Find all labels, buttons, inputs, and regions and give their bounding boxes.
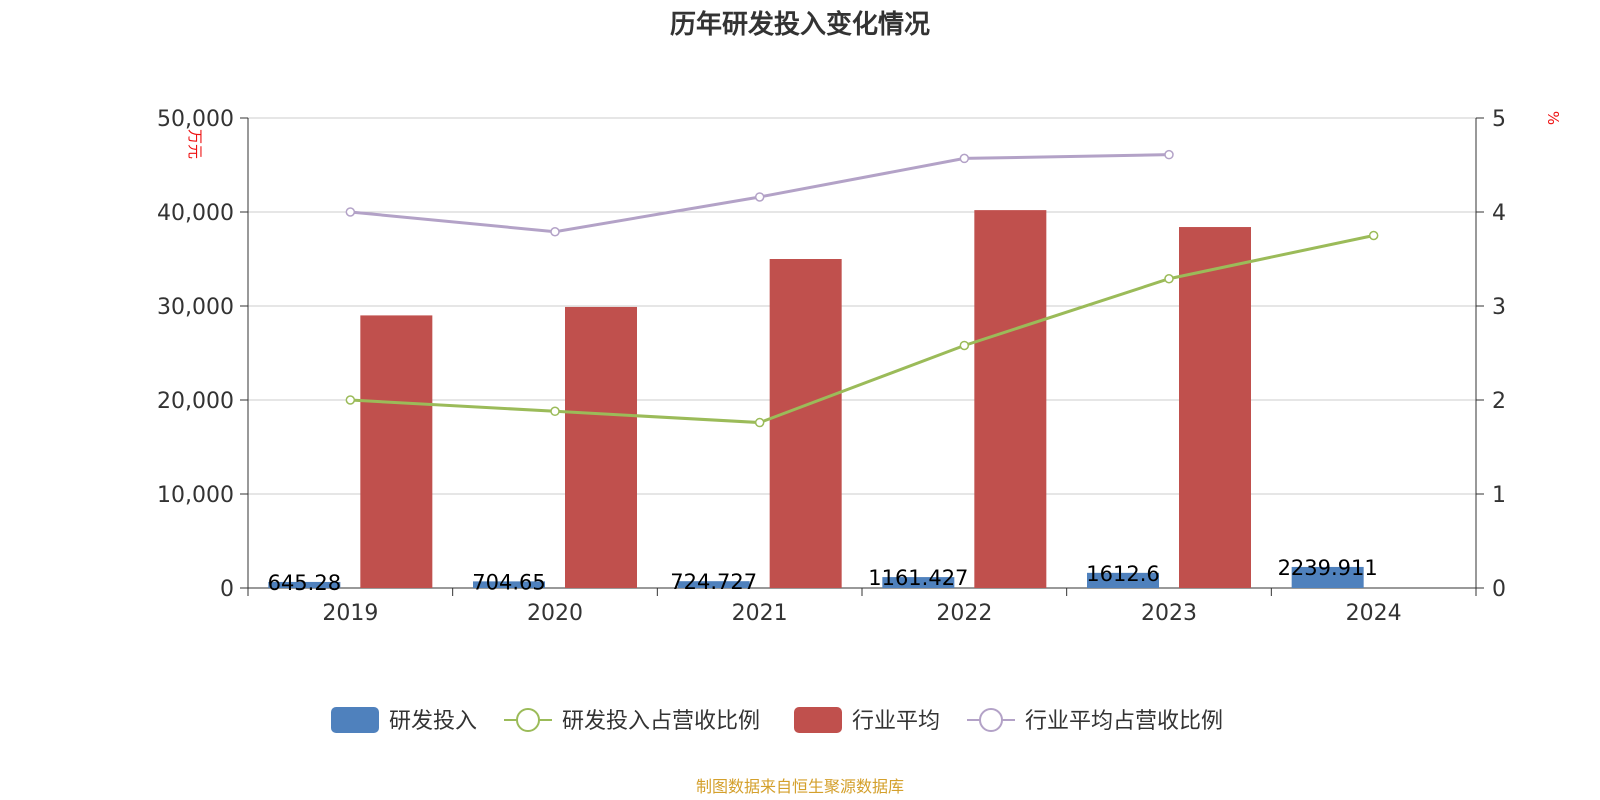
axes: 0 0 10,000 1 20,000 2 30,000 3 40,000 4 50,000 5 201… — [157, 107, 1562, 626]
rd-ratio-point — [754, 417, 765, 428]
rd-data-label: 1161.427 — [868, 566, 968, 590]
industry-ratio-point — [550, 226, 560, 237]
rd-data-label: 724.727 — [670, 570, 757, 594]
rd-data-label: 1612.6 — [1086, 562, 1159, 586]
data-labels: 645.28 704.65 724.727 1161.427 1612.6 2239.91… — [268, 556, 1378, 595]
industry-bar — [1179, 227, 1251, 589]
grid — [248, 117, 1476, 495]
rd-bar — [473, 581, 545, 588]
rd-ratio-point — [959, 340, 970, 351]
x-tick-label: 2021 — [732, 601, 788, 626]
source-note: 制图数据来自恒生聚源数据库 — [696, 777, 904, 796]
rd-ratio-line — [350, 234, 1374, 425]
industry-bar — [769, 259, 842, 588]
legend-swatch-marker — [979, 708, 1003, 732]
x-tick-label: 2020 — [527, 601, 583, 626]
legend-label: 研发投入占营收比例 — [562, 709, 760, 734]
y-left-tick-label: 20,000 — [157, 389, 234, 414]
legend-swatch-bar — [794, 707, 842, 733]
lines — [345, 149, 1379, 428]
rd-ratio-point — [550, 406, 560, 417]
industry-bar — [974, 210, 1047, 588]
y-right-tick-label: 2 — [1492, 389, 1506, 414]
industry-bar — [565, 306, 637, 588]
x-tick-label: 2024 — [1346, 601, 1402, 626]
y-right-unit-label: % — [1544, 111, 1562, 125]
rd-ratio-point — [1368, 230, 1379, 241]
x-tick-label: 2023 — [1141, 601, 1197, 626]
y-right-tick-label: 5 — [1492, 107, 1506, 132]
y-left-tick-label: 40,000 — [157, 201, 234, 226]
rd-data-label: 704.65 — [472, 570, 545, 594]
rd-data-label: 645.28 — [268, 571, 341, 595]
rd-data-label: 2239.911 — [1278, 556, 1378, 580]
industry-ratio-point — [1164, 149, 1174, 160]
bars — [268, 210, 1364, 589]
y-right-tick-label: 1 — [1492, 483, 1506, 508]
y-right-tick-label: 3 — [1492, 295, 1506, 320]
rd-ratio-point — [345, 395, 356, 405]
industry-bar — [360, 315, 433, 588]
y-right-tick-label: 0 — [1492, 577, 1506, 602]
y-left-tick-label: 10,000 — [157, 483, 234, 508]
x-tick-label: 2022 — [936, 601, 992, 626]
rd-bar — [268, 581, 341, 588]
rd-bar — [882, 577, 955, 588]
legend-label: 行业平均占营收比例 — [1025, 709, 1223, 734]
legend-swatch-bar — [331, 707, 379, 733]
y-left-tick-label: 0 — [220, 577, 234, 602]
industry-ratio-point — [959, 153, 970, 164]
industry-ratio-point — [345, 207, 356, 217]
rd-ratio-point — [1164, 273, 1174, 284]
y-left-tick-label: 30,000 — [157, 295, 234, 320]
legend: 研发投入 研发投入占营收比例 行业平均 行业平均占营收比例 — [331, 707, 1223, 734]
rd-bar — [1087, 572, 1159, 588]
y-left-tick-label: 50,000 — [157, 107, 234, 132]
rd-bar — [1291, 566, 1364, 588]
rd-bar — [677, 581, 750, 588]
y-right-tick-label: 4 — [1492, 201, 1506, 226]
legend-swatch-marker — [516, 708, 540, 732]
legend-label: 研发投入 — [389, 709, 477, 734]
legend-label: 行业平均 — [852, 709, 940, 734]
x-tick-label: 2019 — [322, 601, 378, 626]
y-left-unit-label: 万元 — [186, 129, 204, 159]
industry-ratio-point — [754, 192, 765, 202]
chart-title: 历年研发投入变化情况 — [670, 9, 930, 40]
